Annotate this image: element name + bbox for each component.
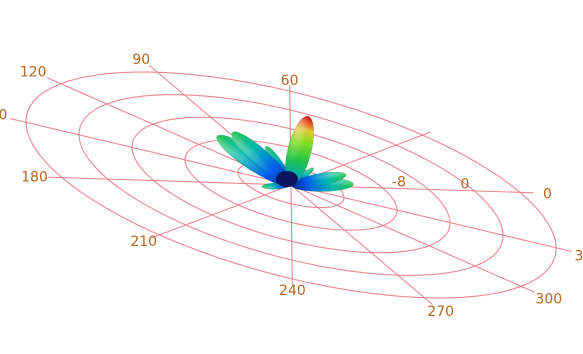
grid-spoke-240	[290, 184, 293, 285]
radial-tick-label: 0	[460, 177, 469, 193]
lobe-highlight-side-1	[228, 131, 281, 179]
angle-tick-label: 60	[281, 73, 299, 89]
angle-tick-label: 240	[279, 283, 306, 299]
angle-tick-label: 150	[0, 108, 7, 124]
angle-tick-label: 90	[132, 52, 150, 68]
grid-spoke-300	[290, 184, 536, 293]
grid-spoke-210	[151, 184, 292, 239]
angle-tick-label: 330	[575, 248, 583, 264]
tick-labels: 06090120150180210240270300330-16-80	[0, 52, 583, 320]
grid-spoke-330	[290, 184, 573, 253]
pattern-core	[276, 171, 298, 187]
angle-tick-label: 0	[543, 186, 552, 202]
lobe-highlight-back	[260, 184, 287, 190]
grid-spoke-270	[290, 184, 433, 305]
lobe-highlight-side-4	[299, 171, 348, 184]
lobe-highlight-main	[287, 113, 310, 173]
angle-tick-label: 120	[20, 65, 47, 81]
angle-tick-label: 300	[535, 292, 562, 308]
grid-spoke-150	[9, 117, 292, 186]
grid-spoke-180	[48, 176, 292, 186]
angle-tick-label: 180	[21, 170, 48, 186]
radial-tick-label: -8	[392, 175, 406, 191]
angle-tick-label: 210	[130, 234, 157, 250]
radiation-lobes	[212, 113, 356, 192]
angle-tick-label: 270	[427, 304, 454, 320]
